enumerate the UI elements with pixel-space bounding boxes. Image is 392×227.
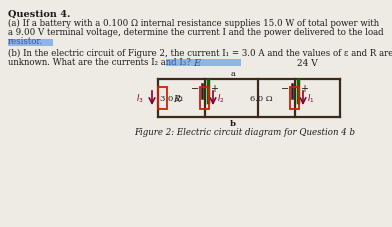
Text: $I_3$: $I_3$ bbox=[136, 92, 144, 105]
Text: +: + bbox=[300, 84, 308, 94]
Bar bbox=[158, 88, 167, 109]
Text: unknown. What are the currents I₂ and I₃?: unknown. What are the currents I₂ and I₃… bbox=[8, 58, 191, 67]
Bar bbox=[8, 40, 53, 47]
Bar bbox=[166, 60, 241, 67]
Text: 3.0 Ω: 3.0 Ω bbox=[160, 95, 183, 103]
Text: Question 4.: Question 4. bbox=[8, 10, 71, 19]
Text: +: + bbox=[210, 84, 218, 94]
Text: resistor.: resistor. bbox=[8, 37, 43, 46]
Text: $I_2$: $I_2$ bbox=[217, 92, 225, 105]
Text: a 9.00 V terminal voltage, determine the current I and the power delivered to th: a 9.00 V terminal voltage, determine the… bbox=[8, 28, 384, 37]
Text: −: − bbox=[191, 84, 199, 94]
Bar bbox=[200, 88, 209, 109]
Text: (b) In the electric circuit of Figure 2, the current I₁ = 3.0 A and the values o: (b) In the electric circuit of Figure 2,… bbox=[8, 49, 392, 58]
Text: R: R bbox=[173, 94, 180, 103]
Text: −: − bbox=[281, 84, 289, 94]
Text: 6.0 Ω: 6.0 Ω bbox=[250, 95, 273, 103]
Text: (a) If a battery with a 0.100 Ω internal resistance supplies 15.0 W of total pow: (a) If a battery with a 0.100 Ω internal… bbox=[8, 19, 379, 28]
Text: a: a bbox=[230, 70, 236, 78]
Text: Figure 2: Electric circuit diagram for Question 4 b: Figure 2: Electric circuit diagram for Q… bbox=[134, 127, 356, 136]
Text: E: E bbox=[193, 59, 201, 68]
Text: b: b bbox=[230, 119, 236, 127]
Text: $I_1$: $I_1$ bbox=[307, 92, 315, 105]
Bar bbox=[290, 88, 299, 109]
Text: 24 V: 24 V bbox=[297, 59, 318, 68]
